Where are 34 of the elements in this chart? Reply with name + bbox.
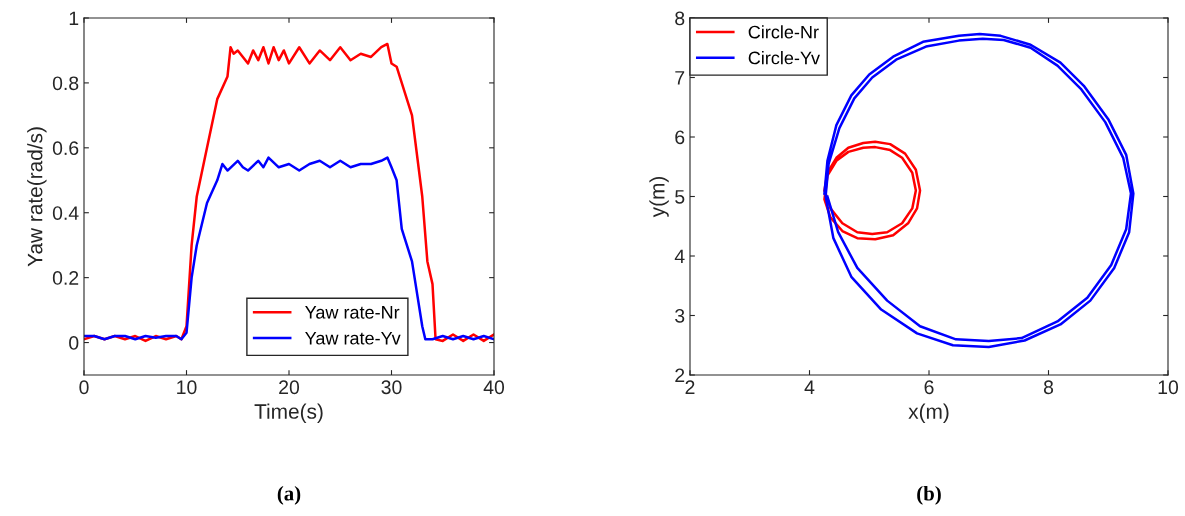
y-tick-label: 3 xyxy=(675,308,685,323)
legend-label: Circle-Yv xyxy=(748,51,820,65)
y-tick-label: 1 xyxy=(69,11,79,26)
y-tick-label: 0.2 xyxy=(52,271,79,285)
x-tick-label: 10 xyxy=(1158,380,1179,395)
text: (a) xyxy=(277,485,301,505)
x-axis-title: Time(s) xyxy=(254,403,323,423)
legend-label: Circle-Nr xyxy=(748,25,819,39)
x-tick-label: 8 xyxy=(1043,380,1054,395)
y-tick-label: 0 xyxy=(69,336,79,350)
line-series xyxy=(823,32,1135,349)
x-tick-label: 10 xyxy=(177,380,197,395)
x-tick-label: 6 xyxy=(924,380,934,395)
x-tick-label: 2 xyxy=(685,380,695,394)
legend-label: Yaw rate-Nr xyxy=(305,306,400,319)
legend-label: Yaw rate-Yv xyxy=(305,331,401,345)
x-tick-label: 0 xyxy=(79,380,89,395)
x-tick-label: 20 xyxy=(279,380,300,395)
x-tick-label: 4 xyxy=(804,380,815,394)
y-tick-label: 2 xyxy=(675,368,685,383)
text: (b) xyxy=(917,485,941,505)
y-tick-label: 6 xyxy=(675,130,685,145)
x-tick-label: 40 xyxy=(483,380,505,395)
y-tick-label: 7 xyxy=(675,71,685,85)
x-axis-title: x(m) xyxy=(908,403,949,423)
y-tick-label: 8 xyxy=(675,11,685,26)
y-axis-title: Yaw rate(rad/s) xyxy=(27,127,47,267)
y-axis-title: y(m) xyxy=(649,176,669,218)
y-tick-label: 0.6 xyxy=(52,141,79,156)
y-tick-label: 4 xyxy=(674,249,685,264)
x-tick-label: 30 xyxy=(381,380,402,395)
y-tick-label: 0.8 xyxy=(52,76,79,91)
y-tick-label: 5 xyxy=(675,190,685,204)
y-tick-label: 0.4 xyxy=(52,206,79,220)
